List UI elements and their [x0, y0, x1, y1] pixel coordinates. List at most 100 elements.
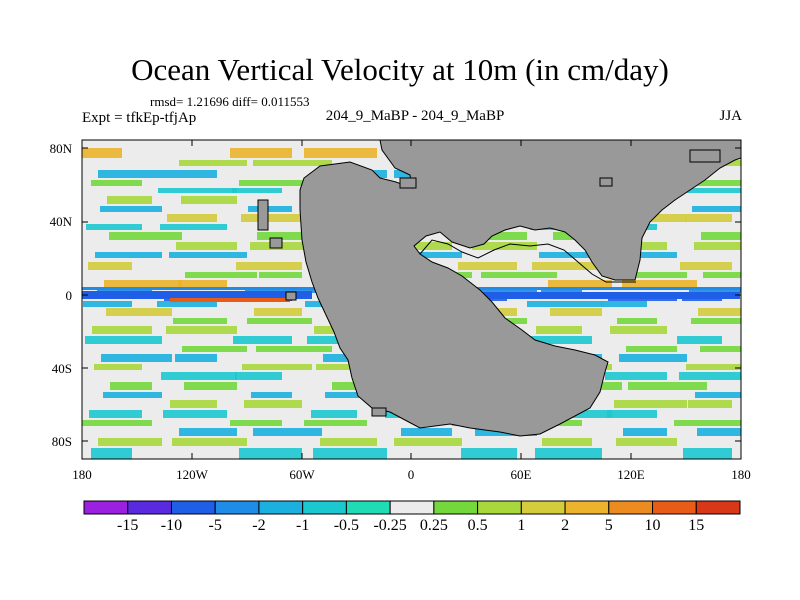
equatorial-band	[170, 298, 290, 302]
field-patch	[160, 224, 227, 230]
field-patch	[172, 170, 217, 178]
field-patch	[614, 400, 687, 408]
field-patch	[532, 262, 602, 270]
field-patch	[107, 196, 152, 204]
field-patch	[541, 288, 582, 293]
field-patch	[313, 448, 387, 459]
colorbar-swatch	[302, 500, 347, 515]
field-patch	[98, 170, 172, 178]
field-patch	[676, 188, 741, 193]
chart-title: Ocean Vertical Velocity at 10m (in cm/da…	[131, 52, 669, 87]
colorbar-swatch	[345, 500, 391, 515]
field-patch	[692, 206, 741, 212]
field-patch	[101, 354, 172, 362]
field-patch	[683, 448, 732, 459]
field-patch	[620, 242, 667, 250]
colorbar-swatch	[520, 500, 566, 515]
field-patch	[674, 420, 741, 426]
field-patch	[311, 410, 357, 418]
colorbar-swatch	[127, 500, 172, 515]
field-patch	[601, 301, 647, 307]
colorbar-label: -5	[208, 517, 222, 534]
lon-label-180w: 180	[72, 467, 92, 482]
field-patch	[254, 308, 302, 316]
lon-label-180e: 180	[731, 467, 751, 482]
colorbar-swatch	[258, 500, 304, 515]
field-patch	[253, 428, 322, 436]
experiment-label: Expt = tfkEp-tfjAp	[82, 110, 197, 126]
field-patch	[106, 308, 172, 316]
field-patch	[247, 318, 312, 324]
field-patch	[109, 232, 182, 240]
field-patch	[694, 242, 741, 250]
field-patch	[398, 242, 452, 250]
colorbar-label: 5	[604, 517, 613, 534]
lat-label-40n: 40N	[49, 214, 72, 229]
field-patch	[304, 148, 377, 158]
field-patch	[320, 438, 377, 446]
map-ticks	[82, 140, 741, 459]
field-patch	[697, 428, 741, 436]
colorbar-label: -2	[252, 517, 266, 534]
field-patch	[253, 160, 332, 166]
field-patch	[179, 160, 247, 166]
field-patch	[695, 392, 741, 398]
field-patch	[703, 272, 741, 278]
field-patch	[685, 214, 732, 222]
map-field	[82, 140, 741, 459]
field-patch	[244, 400, 302, 408]
lat-label-80n: 80N	[49, 141, 72, 156]
lon-label-120w: 120W	[176, 467, 208, 482]
field-patch	[689, 288, 741, 293]
field-patch	[178, 280, 227, 288]
field-patch	[92, 326, 152, 334]
field-patch	[401, 428, 452, 436]
lon-label-60w: 60W	[289, 467, 315, 482]
stats-line: rmsd= 1.21696 diff= 0.011553	[150, 94, 310, 109]
field-patch	[230, 420, 282, 426]
field-patch	[82, 420, 152, 426]
field-patch	[179, 428, 237, 436]
field-patch	[677, 336, 722, 344]
field-patch	[184, 382, 237, 390]
colorbar-swatch	[389, 500, 435, 515]
field-patch	[617, 318, 657, 324]
field-patch	[250, 242, 322, 250]
field-patch	[458, 262, 517, 270]
colorbar-swatch	[477, 500, 522, 515]
field-patch	[241, 214, 302, 222]
field-patch	[103, 392, 162, 398]
colorbar-swatch	[652, 500, 697, 515]
field-patch	[98, 438, 162, 446]
colorbar-label: -1	[295, 517, 310, 534]
field-patch	[82, 148, 122, 158]
field-patch	[83, 301, 132, 307]
field-patch	[680, 262, 732, 270]
field-patch	[629, 272, 687, 278]
small-islands	[257, 149, 721, 417]
field-patch	[527, 301, 602, 307]
field-patch	[86, 224, 142, 230]
lat-label-80s: 80S	[51, 434, 72, 449]
field-patch	[256, 346, 332, 352]
lon-label-0: 0	[407, 467, 415, 482]
field-patch	[181, 196, 237, 204]
field-patch	[700, 346, 741, 352]
field-patch	[529, 336, 592, 344]
field-patch	[536, 326, 582, 334]
season-label: JJA	[719, 108, 742, 124]
colorbar-label: -10	[160, 517, 183, 534]
field-patch	[535, 448, 602, 459]
field-patch	[173, 318, 227, 324]
equatorial-band	[82, 291, 312, 299]
field-patch	[91, 448, 132, 459]
field-patch	[686, 364, 741, 370]
field-patch	[110, 382, 152, 390]
field-patch	[172, 438, 247, 446]
field-patch	[479, 232, 527, 240]
field-patch	[619, 354, 687, 362]
field-patch	[394, 438, 462, 446]
field-patch	[304, 420, 367, 426]
colorbar-swatch	[608, 500, 654, 515]
lon-label-120e: 120E	[617, 467, 645, 482]
